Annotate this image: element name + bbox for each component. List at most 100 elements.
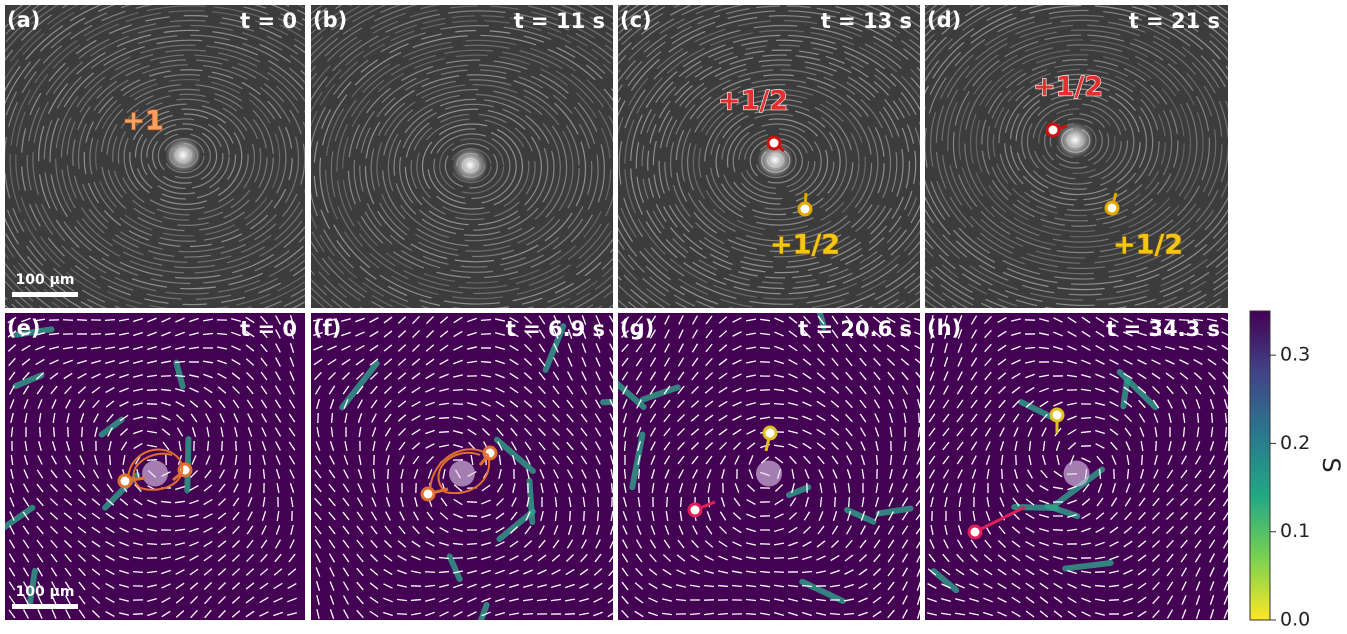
defect	[969, 526, 981, 538]
director	[467, 502, 477, 503]
director	[77, 320, 87, 321]
director	[133, 572, 143, 573]
director	[439, 432, 449, 433]
colorbar-tick-label: 0.3	[1280, 344, 1310, 366]
director	[439, 572, 449, 573]
director	[147, 544, 157, 545]
annotation: +1/2	[1033, 72, 1103, 103]
director	[598, 511, 599, 521]
director	[467, 544, 477, 545]
director	[467, 516, 477, 517]
director	[960, 511, 961, 521]
director	[175, 376, 185, 377]
annotation: +1/2	[1113, 230, 1183, 261]
defect	[1051, 409, 1063, 421]
director	[1142, 455, 1143, 465]
obstacle	[142, 461, 168, 487]
panel-label: (c)	[620, 8, 652, 32]
director	[110, 455, 111, 465]
colorbar-tick-label: 0.2	[1280, 432, 1310, 454]
panel-label: (d)	[927, 8, 961, 32]
panels: (a)t = 0(b)t = 11 s(c)t = 13 s(d)t = 21 …	[0, 0, 1342, 625]
annotation: +1	[122, 106, 163, 137]
glow	[452, 147, 488, 183]
panel-label: (g)	[620, 316, 654, 340]
panel-label: (h)	[927, 316, 961, 340]
panel-label: (e)	[7, 316, 40, 340]
director	[63, 320, 73, 321]
defect	[768, 137, 780, 149]
director	[774, 572, 784, 573]
defect	[799, 203, 811, 215]
director	[133, 614, 143, 615]
director	[919, 413, 920, 423]
director	[388, 469, 389, 479]
colorbar: S 0.00.10.20.3	[1250, 311, 1345, 630]
director	[676, 600, 686, 601]
director	[1002, 469, 1003, 479]
defect	[764, 427, 776, 439]
director-field	[1, 313, 305, 620]
director	[54, 427, 55, 437]
director	[681, 497, 682, 507]
director	[1095, 586, 1105, 587]
colorbar-gradient	[1250, 311, 1270, 620]
director	[718, 586, 728, 587]
obstacle	[1064, 461, 1090, 487]
panel-label: (b)	[313, 8, 347, 32]
colorbar-label: S	[1317, 457, 1345, 472]
director	[105, 320, 115, 321]
scale-label: 100 µm	[16, 584, 75, 600]
director	[835, 497, 836, 507]
director	[1053, 530, 1063, 531]
scale-label: 100 µm	[16, 272, 75, 288]
director	[40, 427, 41, 437]
director	[1109, 600, 1119, 601]
director	[481, 320, 491, 321]
director	[802, 586, 812, 587]
obstacle	[449, 461, 475, 487]
director	[222, 441, 223, 451]
director	[612, 483, 613, 493]
director	[746, 614, 756, 615]
annotation: +1/2	[718, 86, 788, 117]
director	[236, 441, 237, 451]
panel-time: t = 20.6 s	[798, 317, 912, 341]
defect-streak	[529, 481, 532, 522]
panel-label: (a)	[7, 8, 40, 32]
figure: (a)t = 0(b)t = 11 s(c)t = 13 s(d)t = 21 …	[0, 0, 1347, 630]
director	[161, 544, 171, 545]
director	[481, 362, 491, 363]
panel-time: t = 13 s	[821, 9, 912, 33]
director	[849, 497, 850, 507]
scale-bar	[12, 604, 78, 609]
director	[453, 390, 463, 391]
director	[147, 390, 157, 391]
director	[565, 614, 575, 615]
defect	[689, 504, 701, 516]
colorbar-tick-label: 0.0	[1280, 609, 1310, 631]
panel-time: t = 6.9 s	[506, 317, 605, 341]
director	[523, 614, 533, 615]
glow	[165, 137, 201, 173]
director	[774, 558, 784, 559]
director	[667, 497, 668, 507]
defect	[119, 475, 131, 487]
director	[760, 362, 770, 363]
panel-time: t = 11 s	[514, 9, 605, 33]
director	[439, 418, 449, 419]
director	[1212, 413, 1213, 423]
director	[598, 497, 599, 507]
obstacle	[756, 461, 782, 487]
director	[147, 460, 157, 461]
director	[1226, 427, 1227, 437]
defect	[1106, 202, 1118, 214]
director-field	[925, 313, 1231, 620]
director	[1198, 413, 1199, 423]
defect	[1047, 124, 1059, 136]
director-field	[311, 313, 625, 625]
director	[760, 558, 770, 559]
panel-label: (f)	[313, 316, 341, 340]
director	[411, 600, 421, 601]
scale-bar	[12, 292, 78, 297]
